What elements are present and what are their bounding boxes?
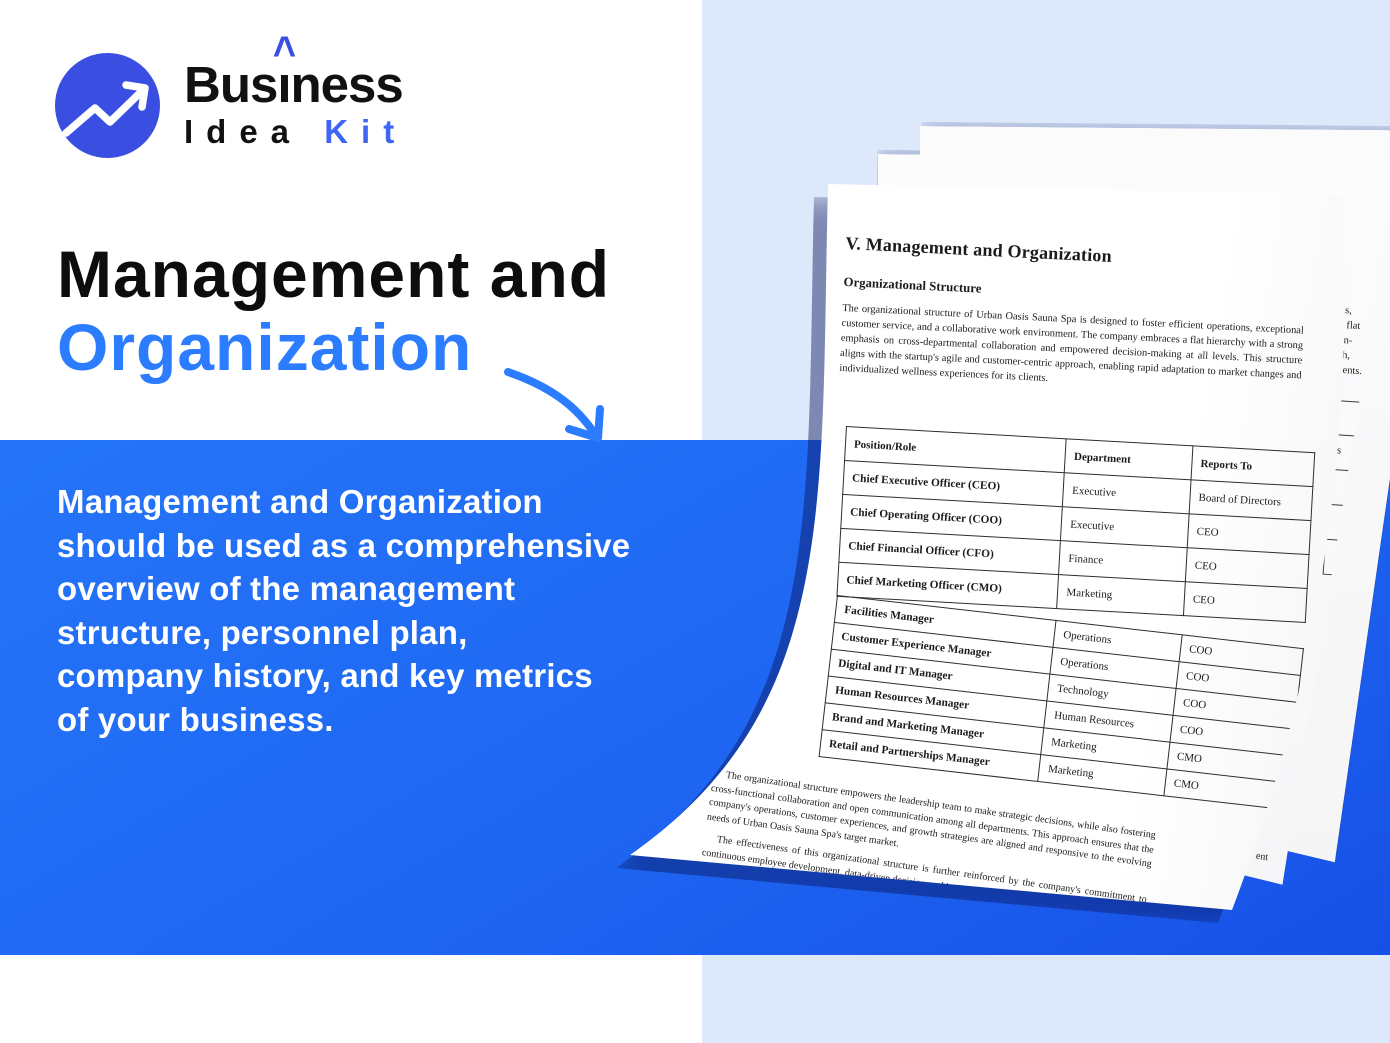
info-box-line: of your business. xyxy=(57,700,334,738)
curved-arrow-icon xyxy=(504,368,604,442)
info-box-line: Management and Organization xyxy=(57,483,543,520)
behind-page-bottom-fragment: ent xyxy=(1255,850,1269,864)
document-intro-paragraph: The organizational structure of Urban Oa… xyxy=(839,302,1305,385)
table-cell: CEO xyxy=(1183,582,1307,623)
table-cell: Marketing xyxy=(1057,575,1185,616)
document-title: V. Management and Organization xyxy=(845,233,1113,267)
logo-text-idea: Idea xyxy=(184,113,303,150)
logo-text-kit: Kit xyxy=(324,113,408,150)
page-title: Management and Organization xyxy=(57,238,610,384)
logo-caret-accent: ^ xyxy=(272,27,296,79)
page-title-line1: Management and xyxy=(57,237,611,311)
logo-text-ness: ness xyxy=(290,56,404,113)
info-box-line: should be used as a comprehensive xyxy=(57,526,631,564)
info-box-line: structure, personnel plan, xyxy=(57,613,468,651)
logo-wordmark: Busı ^ ness Idea Kit xyxy=(184,30,408,158)
org-table-top: Position/Role Department Reports To Chief … xyxy=(836,426,1315,623)
logo-line1: Busı ^ ness xyxy=(184,30,407,113)
page-title-line2: Organization xyxy=(57,310,473,384)
info-box-text: Management and Organization should be use… xyxy=(57,480,697,741)
document-header: V. Management and Organization Organizat… xyxy=(839,233,1307,398)
logo: Busı ^ ness Idea Kit xyxy=(55,30,408,158)
info-box-line: overview of the management xyxy=(57,570,516,607)
org-table-bottom: Facilities Manager Operations COO Customer … xyxy=(819,595,1304,810)
logo-letter-i: ı ^ xyxy=(273,30,296,113)
logo-text-bus: Bus xyxy=(184,56,278,113)
logo-line2: Idea Kit xyxy=(184,113,408,150)
trending-up-icon xyxy=(55,53,160,158)
logo-dotless-i: ı xyxy=(277,56,291,113)
info-box-line: company history, and key metrics xyxy=(57,657,593,694)
